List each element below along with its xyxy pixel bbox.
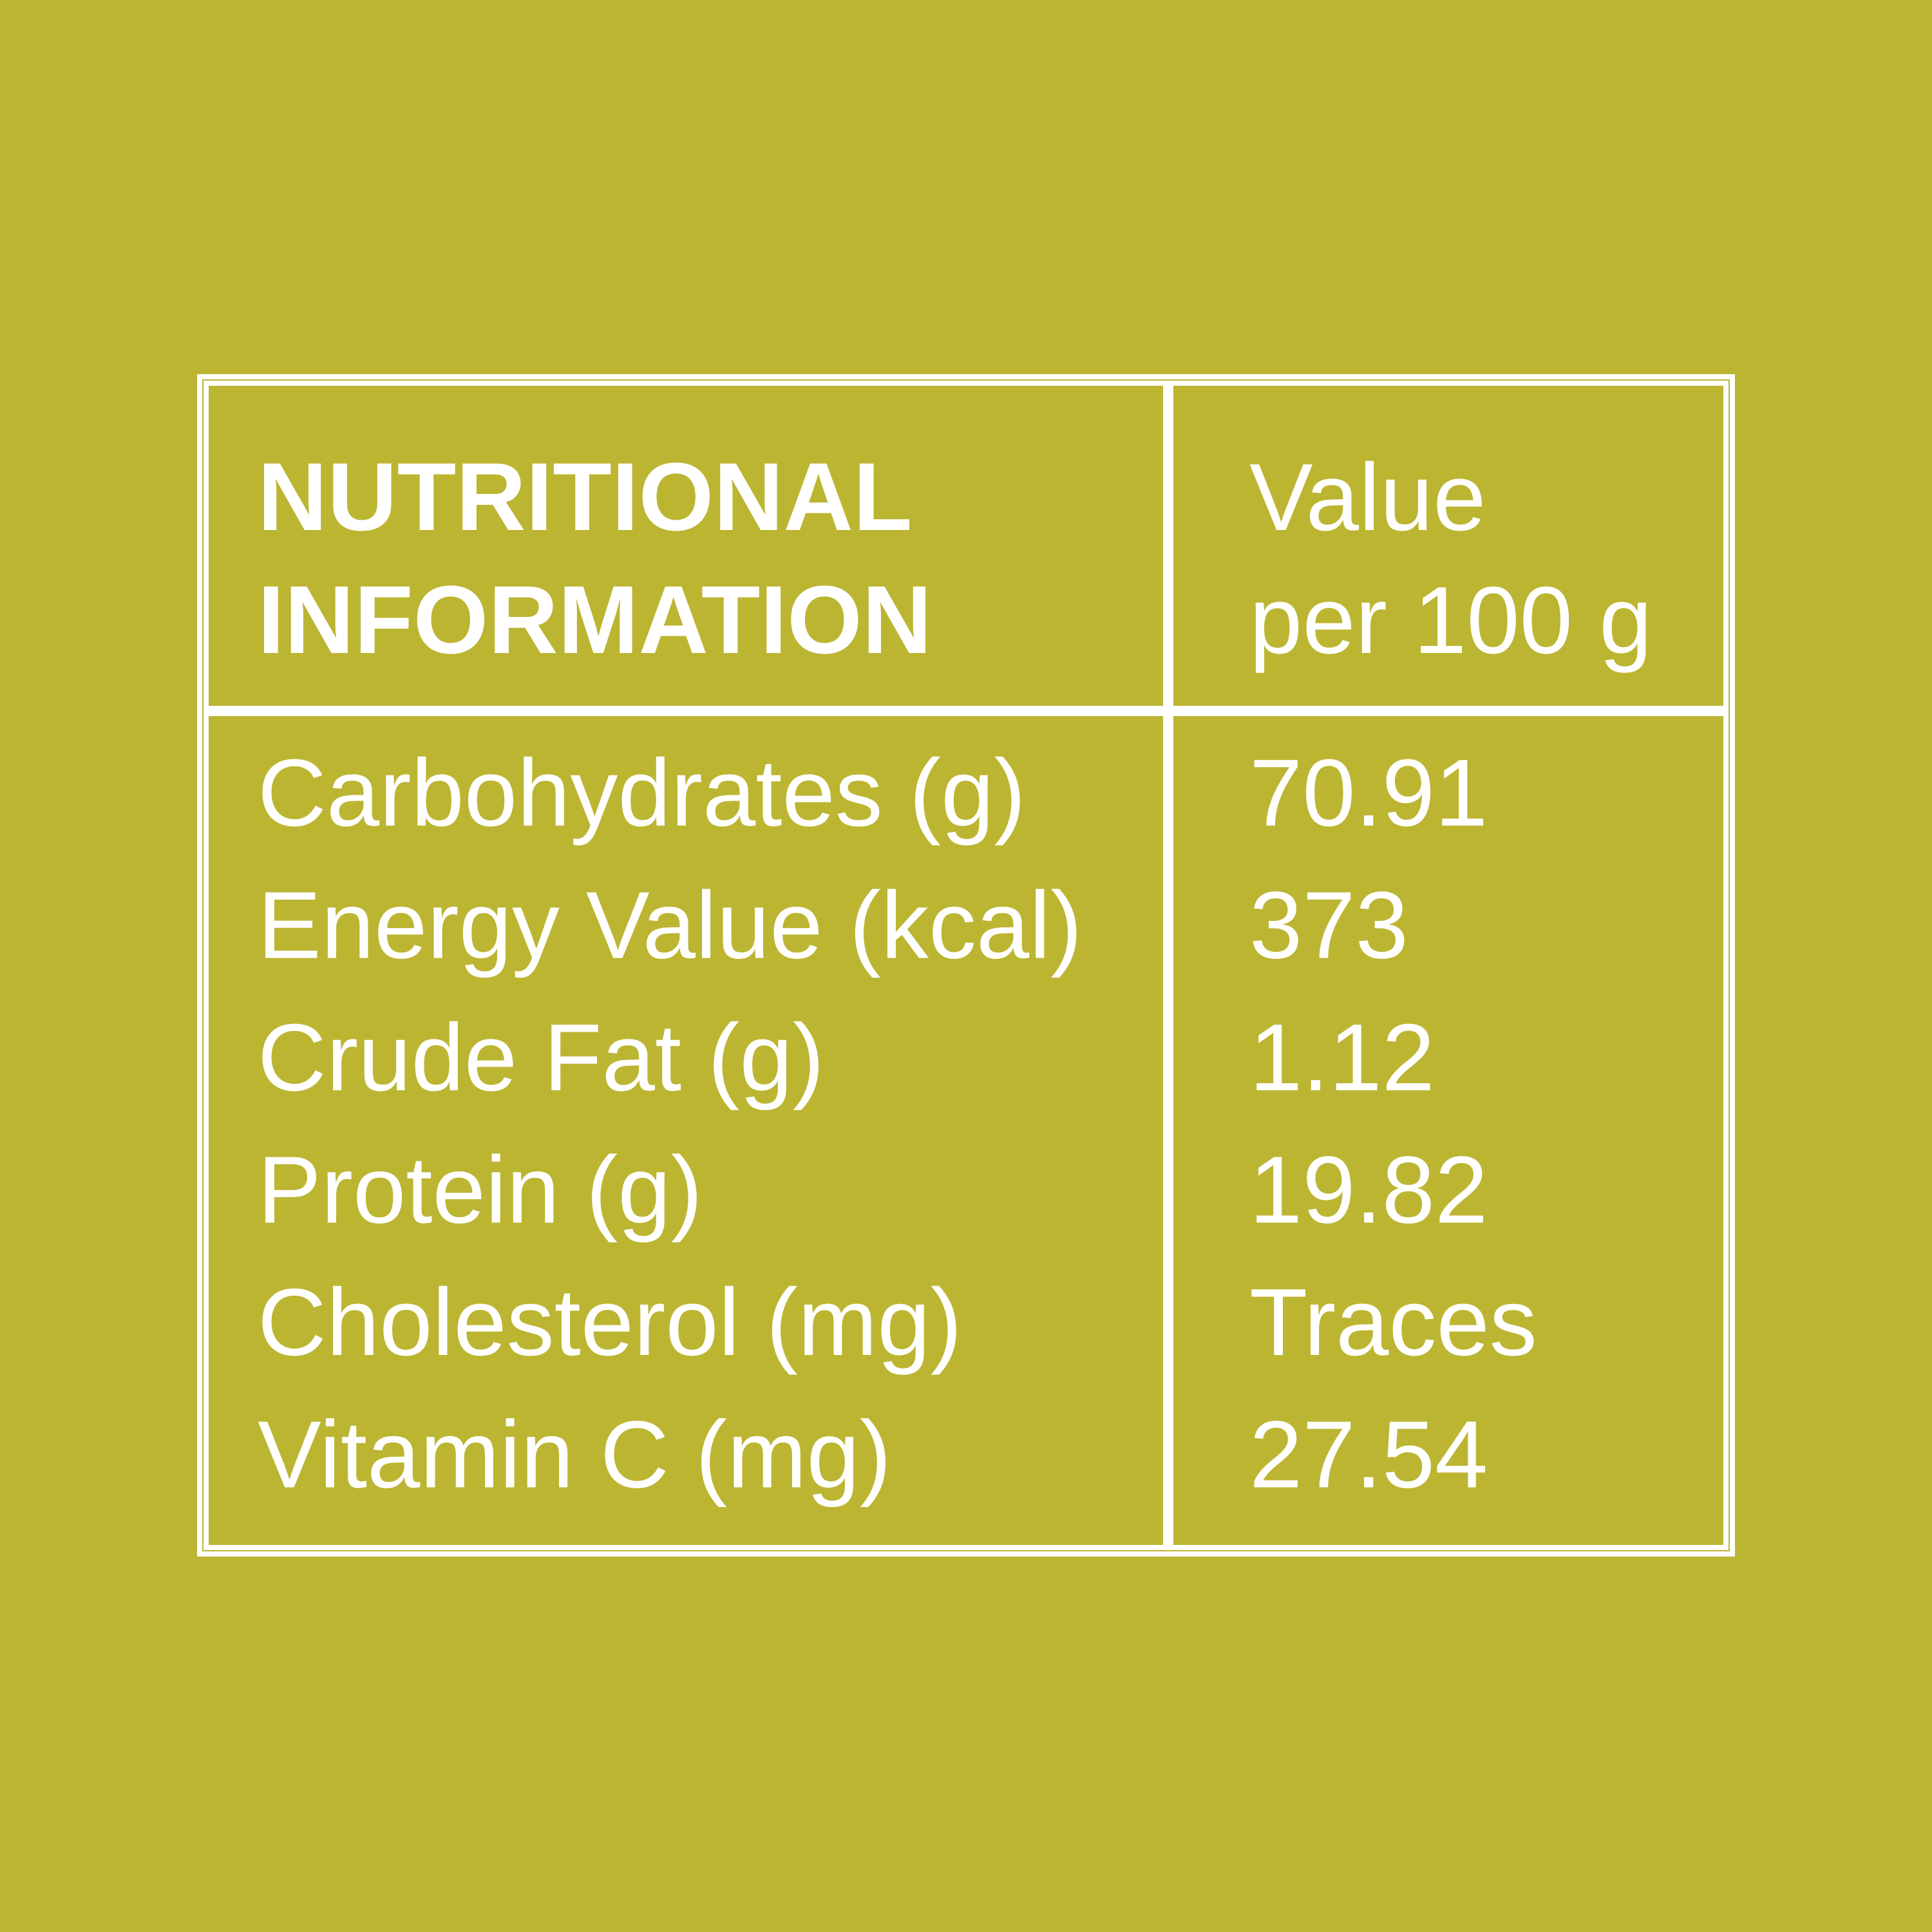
header-text: per 100 g (1249, 567, 1652, 674)
nutrient-label: Vitamin C (mg) (258, 1402, 891, 1508)
nutrient-value: 19.82 (1249, 1137, 1488, 1244)
nutrient-label: Cholesterol (mg) (258, 1269, 962, 1376)
nutrient-label: Energy Value (kcal) (258, 873, 1082, 979)
inner-border (204, 381, 1728, 1550)
outer-border (197, 374, 1735, 1557)
nutrient-value: 1.12 (1249, 1005, 1435, 1111)
nutrient-label: Crude Fat (g) (258, 1005, 824, 1111)
nutrient-label: Carbohydrates (g) (258, 740, 1026, 846)
header-text: INFORMATION (258, 565, 932, 674)
nutrient-value: Traces (1249, 1269, 1537, 1376)
nutrient-value: 373 (1249, 873, 1408, 979)
nutrient-label: Protein (g) (258, 1137, 703, 1244)
table-cells: NUTRITIONAL INFORMATION Value per 100 g Carb… (258, 442, 1652, 1508)
nutrient-value: 70.91 (1249, 740, 1488, 846)
nutrient-value: 27.54 (1249, 1402, 1488, 1508)
header-text: Value (1249, 444, 1486, 551)
header-text: NUTRITIONAL (258, 442, 913, 551)
